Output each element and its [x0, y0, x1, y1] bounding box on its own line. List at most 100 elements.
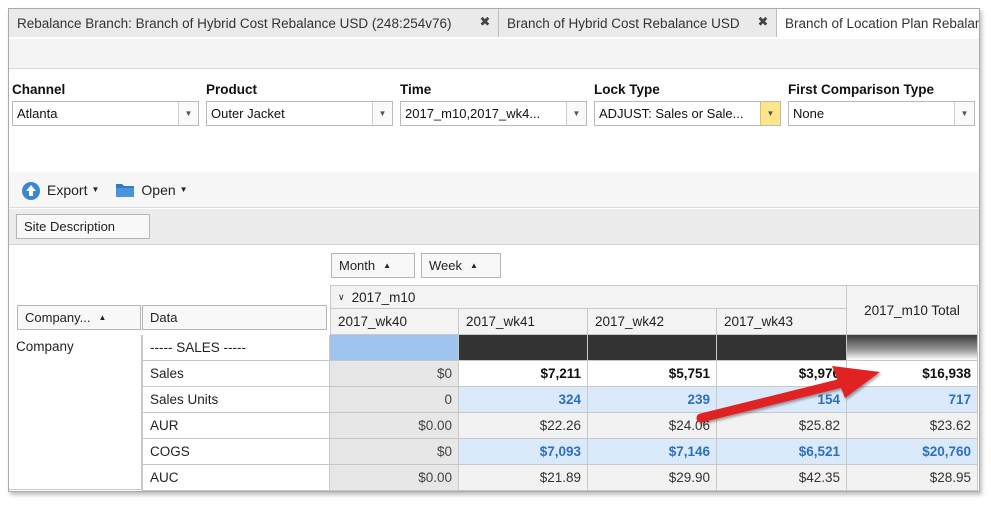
data-field[interactable]: Data	[142, 305, 327, 330]
time-select[interactable]: 2017_m10,2017_wk4... ▼	[400, 101, 587, 126]
cell-value: $24.06	[668, 418, 710, 433]
table-cell[interactable]: $28.95	[847, 465, 978, 491]
cell-value: $42.35	[798, 470, 840, 485]
table-cell[interactable]: 324	[459, 387, 588, 413]
chevron-down-icon[interactable]: ▼	[954, 102, 974, 125]
export-label: Export	[47, 181, 88, 198]
table-cell[interactable]: $29.90	[588, 465, 717, 491]
month-group-label: 2017_m10	[351, 289, 416, 305]
row-label-text: AUR	[150, 418, 179, 433]
cell-value: $0.00	[418, 418, 452, 433]
tab-rebalance-branch[interactable]: Rebalance Branch: Branch of Hybrid Cost …	[9, 9, 499, 37]
column-label: 2017_wk42	[595, 314, 665, 329]
table-cell[interactable]	[717, 335, 847, 361]
table-cell[interactable]: 154	[717, 387, 847, 413]
table-cell[interactable]: $7,093	[459, 439, 588, 465]
cell-value: $28.95	[929, 470, 971, 485]
cell-value: 239	[687, 392, 710, 407]
close-icon[interactable]: ✖	[479, 14, 491, 29]
export-button[interactable]: Export ▼	[21, 181, 100, 200]
product-select[interactable]: Outer Jacket ▼	[206, 101, 393, 126]
chevron-down-icon[interactable]: ▼	[178, 102, 198, 125]
chevron-down-icon: ▼	[179, 185, 188, 194]
total-column-header[interactable]: 2017_m10 Total	[847, 285, 978, 335]
time-value: 2017_m10,2017_wk4...	[405, 106, 541, 121]
cell-value: 717	[948, 392, 971, 407]
chevron-down-icon[interactable]: ▼	[372, 102, 392, 125]
column-label: 2017_wk40	[338, 314, 408, 329]
table-cell[interactable]: $20,760	[847, 439, 978, 465]
chevron-down-icon[interactable]: ∨	[338, 291, 345, 302]
table-cell[interactable]	[330, 335, 459, 361]
chevron-down-icon[interactable]: ▼	[566, 102, 586, 125]
table-cell[interactable]	[847, 335, 978, 361]
site-description-label: Site Description	[24, 219, 116, 234]
column-header-wk40[interactable]: 2017_wk40	[330, 309, 459, 335]
table-cell[interactable]: $5,751	[588, 361, 717, 387]
table-cell[interactable]: $22.26	[459, 413, 588, 439]
table-cell[interactable]	[588, 335, 717, 361]
column-header-wk41[interactable]: 2017_wk41	[459, 309, 588, 335]
cell-value: $23.62	[929, 418, 971, 433]
tab-branch-location-plan[interactable]: Branch of Location Plan Rebalance	[777, 9, 980, 38]
table-cell[interactable]: 239	[588, 387, 717, 413]
lock-type-value: ADJUST: Sales or Sale...	[599, 106, 744, 121]
column-header-wk43[interactable]: 2017_wk43	[717, 309, 847, 335]
tab-branch-hybrid-cost[interactable]: Branch of Hybrid Cost Rebalance USD ✖	[499, 9, 777, 37]
column-header-wk42[interactable]: 2017_wk42	[588, 309, 717, 335]
company-field[interactable]: Company... ▲	[17, 305, 141, 330]
cell-value: $7,211	[540, 366, 581, 381]
table-cell[interactable]: $23.62	[847, 413, 978, 439]
cell-value: 154	[817, 392, 840, 407]
open-button[interactable]: Open ▼	[115, 181, 188, 199]
product-label: Product	[206, 82, 258, 97]
product-value: Outer Jacket	[211, 106, 285, 121]
table-cell[interactable]: $7,146	[588, 439, 717, 465]
channel-value: Atlanta	[17, 106, 58, 121]
cell-value: $5,751	[668, 366, 710, 381]
table-cell[interactable]: $24.06	[588, 413, 717, 439]
table-cell[interactable]: $7,211	[459, 361, 588, 387]
sort-asc-icon: ▲	[98, 313, 107, 322]
tab-label: Branch of Location Plan Rebalance	[785, 16, 980, 31]
table-cell[interactable]: 717	[847, 387, 978, 413]
sort-asc-icon: ▲	[470, 261, 478, 270]
sort-asc-icon: ▲	[383, 261, 392, 270]
table-cell[interactable]: $42.35	[717, 465, 847, 491]
month-label: Month	[339, 258, 376, 273]
cell-value: $25.82	[798, 418, 840, 433]
table-cell[interactable]: $0.00	[330, 413, 459, 439]
folder-icon	[115, 181, 135, 199]
table-cell[interactable]: $0	[330, 361, 459, 387]
lock-type-label: Lock Type	[594, 82, 660, 97]
week-field[interactable]: Week ▲	[421, 253, 501, 278]
site-description-field[interactable]: Site Description	[16, 214, 150, 239]
month-field[interactable]: Month ▲	[331, 253, 415, 278]
table-cell[interactable]: $25.82	[717, 413, 847, 439]
table-cell[interactable]: $0.00	[330, 465, 459, 491]
cell-value: $7,093	[539, 444, 581, 459]
row-label: Sales Units	[142, 387, 330, 413]
row-label: AUR	[142, 413, 330, 439]
cell-value: $16,938	[922, 366, 971, 381]
table-cell[interactable]: $3,976	[717, 361, 847, 387]
table-cell[interactable]	[459, 335, 588, 361]
table-cell[interactable]: 0	[330, 387, 459, 413]
chevron-down-icon[interactable]: ▼	[760, 102, 780, 125]
table-cell[interactable]: $21.89	[459, 465, 588, 491]
table-cell[interactable]: $16,938	[847, 361, 978, 387]
lock-type-select[interactable]: ADJUST: Sales or Sale... ▼	[594, 101, 781, 126]
data-header-label: Data	[150, 310, 178, 325]
close-icon[interactable]: ✖	[757, 14, 769, 29]
chevron-down-icon: ▼	[91, 185, 100, 194]
row-label: Sales	[142, 361, 330, 387]
row-label-text: COGS	[150, 444, 190, 459]
table-cell[interactable]: $6,521	[717, 439, 847, 465]
cell-value: $0	[436, 366, 452, 381]
month-group-header[interactable]: ∨ 2017_m10	[330, 285, 847, 309]
cell-value: $7,146	[668, 444, 710, 459]
cell-value: $29.90	[668, 470, 710, 485]
first-comparison-select[interactable]: None ▼	[788, 101, 975, 126]
table-cell[interactable]: $0	[330, 439, 459, 465]
channel-select[interactable]: Atlanta ▼	[12, 101, 199, 126]
